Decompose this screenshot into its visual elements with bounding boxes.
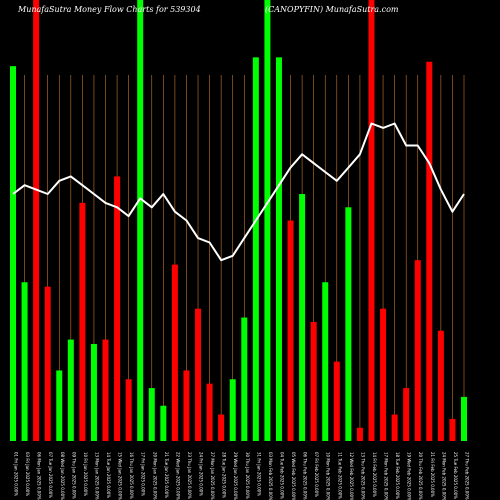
bar [275,57,282,442]
x-tick-label: 09 Thu Jan 2025 0.00% [71,452,76,499]
bar [264,0,271,441]
bar [102,339,109,441]
bar [67,339,74,441]
bar [137,0,144,441]
bar [391,414,398,441]
x-tick-label: 06 Mon Jan 2025 0.00% [37,452,42,500]
x-tick-label: 27 Mon Jan 2025 0.00% [210,452,215,500]
x-tick-label: 04 Tue Feb 2025 0.00% [279,452,284,499]
x-tick-label: 03 Mon Feb 2025 0.00% [268,452,273,500]
bar [368,0,375,441]
x-tick-label: 19 Wed Feb 2025 0.00% [407,452,412,500]
bar [414,260,421,441]
x-tick-label: 08 Wed Jan 2025 0.00% [60,452,65,500]
bar [10,66,16,442]
bar [356,427,363,441]
bar [461,396,467,441]
x-tick-label: 18 Tue Feb 2025 0.00% [395,452,400,499]
bar [403,388,410,441]
x-tick-label: 24 Fri Jan 2025 0.00% [199,452,204,496]
bar [449,418,456,441]
bar [206,383,213,441]
x-tick-label: 31 Fri Jan 2025 0.00% [256,452,261,496]
bar [195,308,202,441]
x-tick-label: 23 Thu Jan 2025 0.00% [187,452,192,499]
x-tick-label: 14 Tue Jan 2025 0.00% [106,452,111,498]
bar [426,61,433,442]
bar [322,282,329,441]
bar [252,57,259,442]
x-tick-label: 21 Fri Feb 2025 0.00% [430,452,435,497]
bar [114,176,121,441]
x-tick-label: 14 Fri Feb 2025 0.00% [372,452,377,497]
bar [79,202,86,441]
bar [21,282,28,441]
x-tick-label: 21 Tue Jan 2025 0.00% [164,452,169,498]
bar [380,308,387,441]
bar [56,370,63,441]
x-tick-label: 13 Mon Jan 2025 0.00% [94,452,99,500]
x-tick-labels: 01 Fri Jan 2025 0.00% 03 Fri Jan 2025 0.0… [14,452,470,500]
x-tick-label: 05 Wed Feb 2025 0.00% [291,452,296,500]
x-tick-label: 29 Wed Jan 2025 0.00% [233,452,238,500]
bar [218,414,225,441]
x-tick-label: 03 Fri Jan 2025 0.00% [25,452,30,496]
bar [333,361,340,441]
x-tick-label: 10 Fri Jan 2025 0.00% [83,452,88,496]
x-tick-label: 17 Fri Jan 2025 0.00% [141,452,146,496]
bar [310,321,317,441]
x-tick-label: 10 Mon Feb 2025 0.00% [326,452,331,500]
bar [90,343,97,441]
x-tick-label: 13 Thu Feb 2025 0.00% [360,452,365,500]
bar [345,207,352,441]
money-flow-line [12,122,465,262]
x-tick-label: 25 Tue Feb 2025 0.00% [453,452,458,499]
bar [160,405,167,441]
x-tick-label: 30 Thu Jan 2025 0.00% [245,452,250,499]
bar [148,388,155,441]
bar-series [10,0,467,442]
x-tick-label: 07 Tue Jan 2025 0.00% [48,452,53,498]
bar [171,264,178,441]
chart-title-right: (CANOPYFIN) MunafaSutra.com [265,5,399,14]
chart-title-left: MunafaSutra Money Flow Charts for 539304 [17,5,201,14]
bar [299,194,306,441]
bar [33,0,40,441]
x-tick-label: 16 Thu Jan 2025 0.00% [129,452,134,499]
x-tick-label: 22 Wed Jan 2025 0.00% [175,452,180,500]
x-tick-label: 28 Tue Jan 2025 0.00% [222,452,227,498]
bar [287,220,294,441]
x-tick-label: 17 Mon Feb 2025 0.00% [384,452,389,500]
x-tick-label: 01 Fri Jan 2025 0.00% [14,452,19,496]
x-tick-label: 15 Wed Jan 2025 0.00% [118,452,123,500]
x-tick-label: 20 Mon Jan 2025 0.00% [152,452,157,500]
bar [44,286,51,441]
x-tick-label: 07 Fri Feb 2025 0.00% [314,452,319,497]
bar [229,379,236,441]
x-tick-label: 06 Thu Feb 2025 0.00% [303,452,308,500]
bar [183,370,190,441]
x-tick-label: 27 Thu Feb 2025 0.00% [465,452,470,500]
bar [125,379,132,441]
x-tick-label: 11 Tue Feb 2025 0.00% [337,452,342,499]
x-tick-label: 24 Mon Feb 2025 0.00% [441,452,446,500]
x-tick-label: 20 Thu Feb 2025 0.00% [418,452,423,500]
bar [437,330,444,441]
bar [241,317,248,441]
x-tick-label: 12 Wed Feb 2025 0.00% [349,452,354,500]
